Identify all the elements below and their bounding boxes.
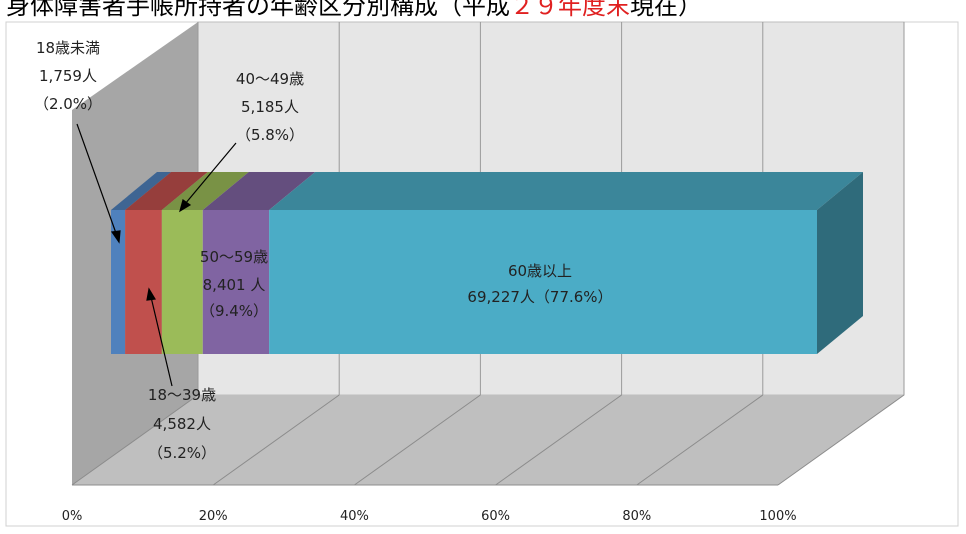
label-40s-line2: 5,185人 <box>241 98 299 116</box>
chart-title: 身体障害者手帳所持者の年齢区分別構成（平成２９年度末現在） <box>6 0 702 20</box>
floor <box>72 395 904 485</box>
arrow-under18 <box>76 123 118 237</box>
arrow-40s <box>184 142 237 205</box>
bar-top-0 <box>111 172 172 210</box>
bar-top-3 <box>202 172 316 210</box>
x-tick-label-0: 0% <box>62 509 83 524</box>
bar-segment-3 <box>202 210 270 354</box>
label-18-39-line3: （5.2%） <box>148 444 216 462</box>
bar-segment-4 <box>269 210 817 354</box>
gridline-floor-0 <box>71 394 199 486</box>
label-under18-line2: 1,759人 <box>39 67 97 85</box>
x-tick-label-1: 20% <box>199 509 228 524</box>
arrow-18-39 <box>150 296 173 387</box>
bar-top-4 <box>269 172 863 210</box>
bar-side <box>817 172 863 354</box>
label-50s: 50〜59歳 8,401 人 （9.4%） <box>200 248 268 320</box>
label-50s-line1: 50〜59歳 <box>200 248 268 266</box>
arrow-40s-head <box>179 199 192 213</box>
title-part-black: 身体障害者手帳所持者の年齢区分別構成（平成 <box>6 0 510 20</box>
label-18-39-line1: 18〜39歳 <box>148 386 216 404</box>
label-under18-line3: （2.0%） <box>34 95 102 113</box>
gridline-floor-2 <box>354 394 481 486</box>
bar-segment-1 <box>125 210 162 354</box>
gridline-floor-5 <box>777 394 905 486</box>
bar-stack <box>111 172 863 354</box>
leader-arrows <box>76 123 237 387</box>
gridline-floor-1 <box>212 394 340 486</box>
x-tick-label-5: 100% <box>759 509 796 524</box>
label-50s-line2: 8,401 人 <box>203 276 266 294</box>
title-part-red: ２９年度末 <box>510 0 630 20</box>
x-tick-label-4: 80% <box>622 509 651 524</box>
label-under18-line1: 18歳未満 <box>36 39 100 57</box>
label-under18: 18歳未満 1,759人 （2.0%） <box>34 39 102 113</box>
bar-top-1 <box>125 172 208 210</box>
title-part-black-2: 現在） <box>630 0 702 20</box>
x-axis-ticks: 0% 20% 40% 60% 80% 100% <box>62 509 797 524</box>
gridline-floor-3 <box>495 394 622 486</box>
bar-segment-0 <box>111 210 126 354</box>
label-18-39-line2: 4,582人 <box>153 415 211 433</box>
x-tick-label-2: 40% <box>340 509 369 524</box>
label-18-39: 18〜39歳 4,582人 （5.2%） <box>148 386 216 462</box>
arrow-under18-head <box>110 230 121 244</box>
label-40s-line3: （5.8%） <box>236 126 304 144</box>
label-40s-line1: 40〜49歳 <box>236 70 304 88</box>
bar-segment-2 <box>161 210 203 354</box>
x-tick-label-3: 60% <box>481 509 510 524</box>
label-60plus-line1: 60歳以上 <box>508 262 572 280</box>
arrow-18-39-head <box>146 287 156 301</box>
label-60plus-line2: 69,227人（77.6%） <box>467 288 612 306</box>
label-40s: 40〜49歳 5,185人 （5.8%） <box>236 70 304 144</box>
gridline-floor-4 <box>636 394 764 486</box>
label-60plus: 60歳以上 69,227人（77.6%） <box>467 262 612 306</box>
label-50s-line3: （9.4%） <box>200 302 268 320</box>
